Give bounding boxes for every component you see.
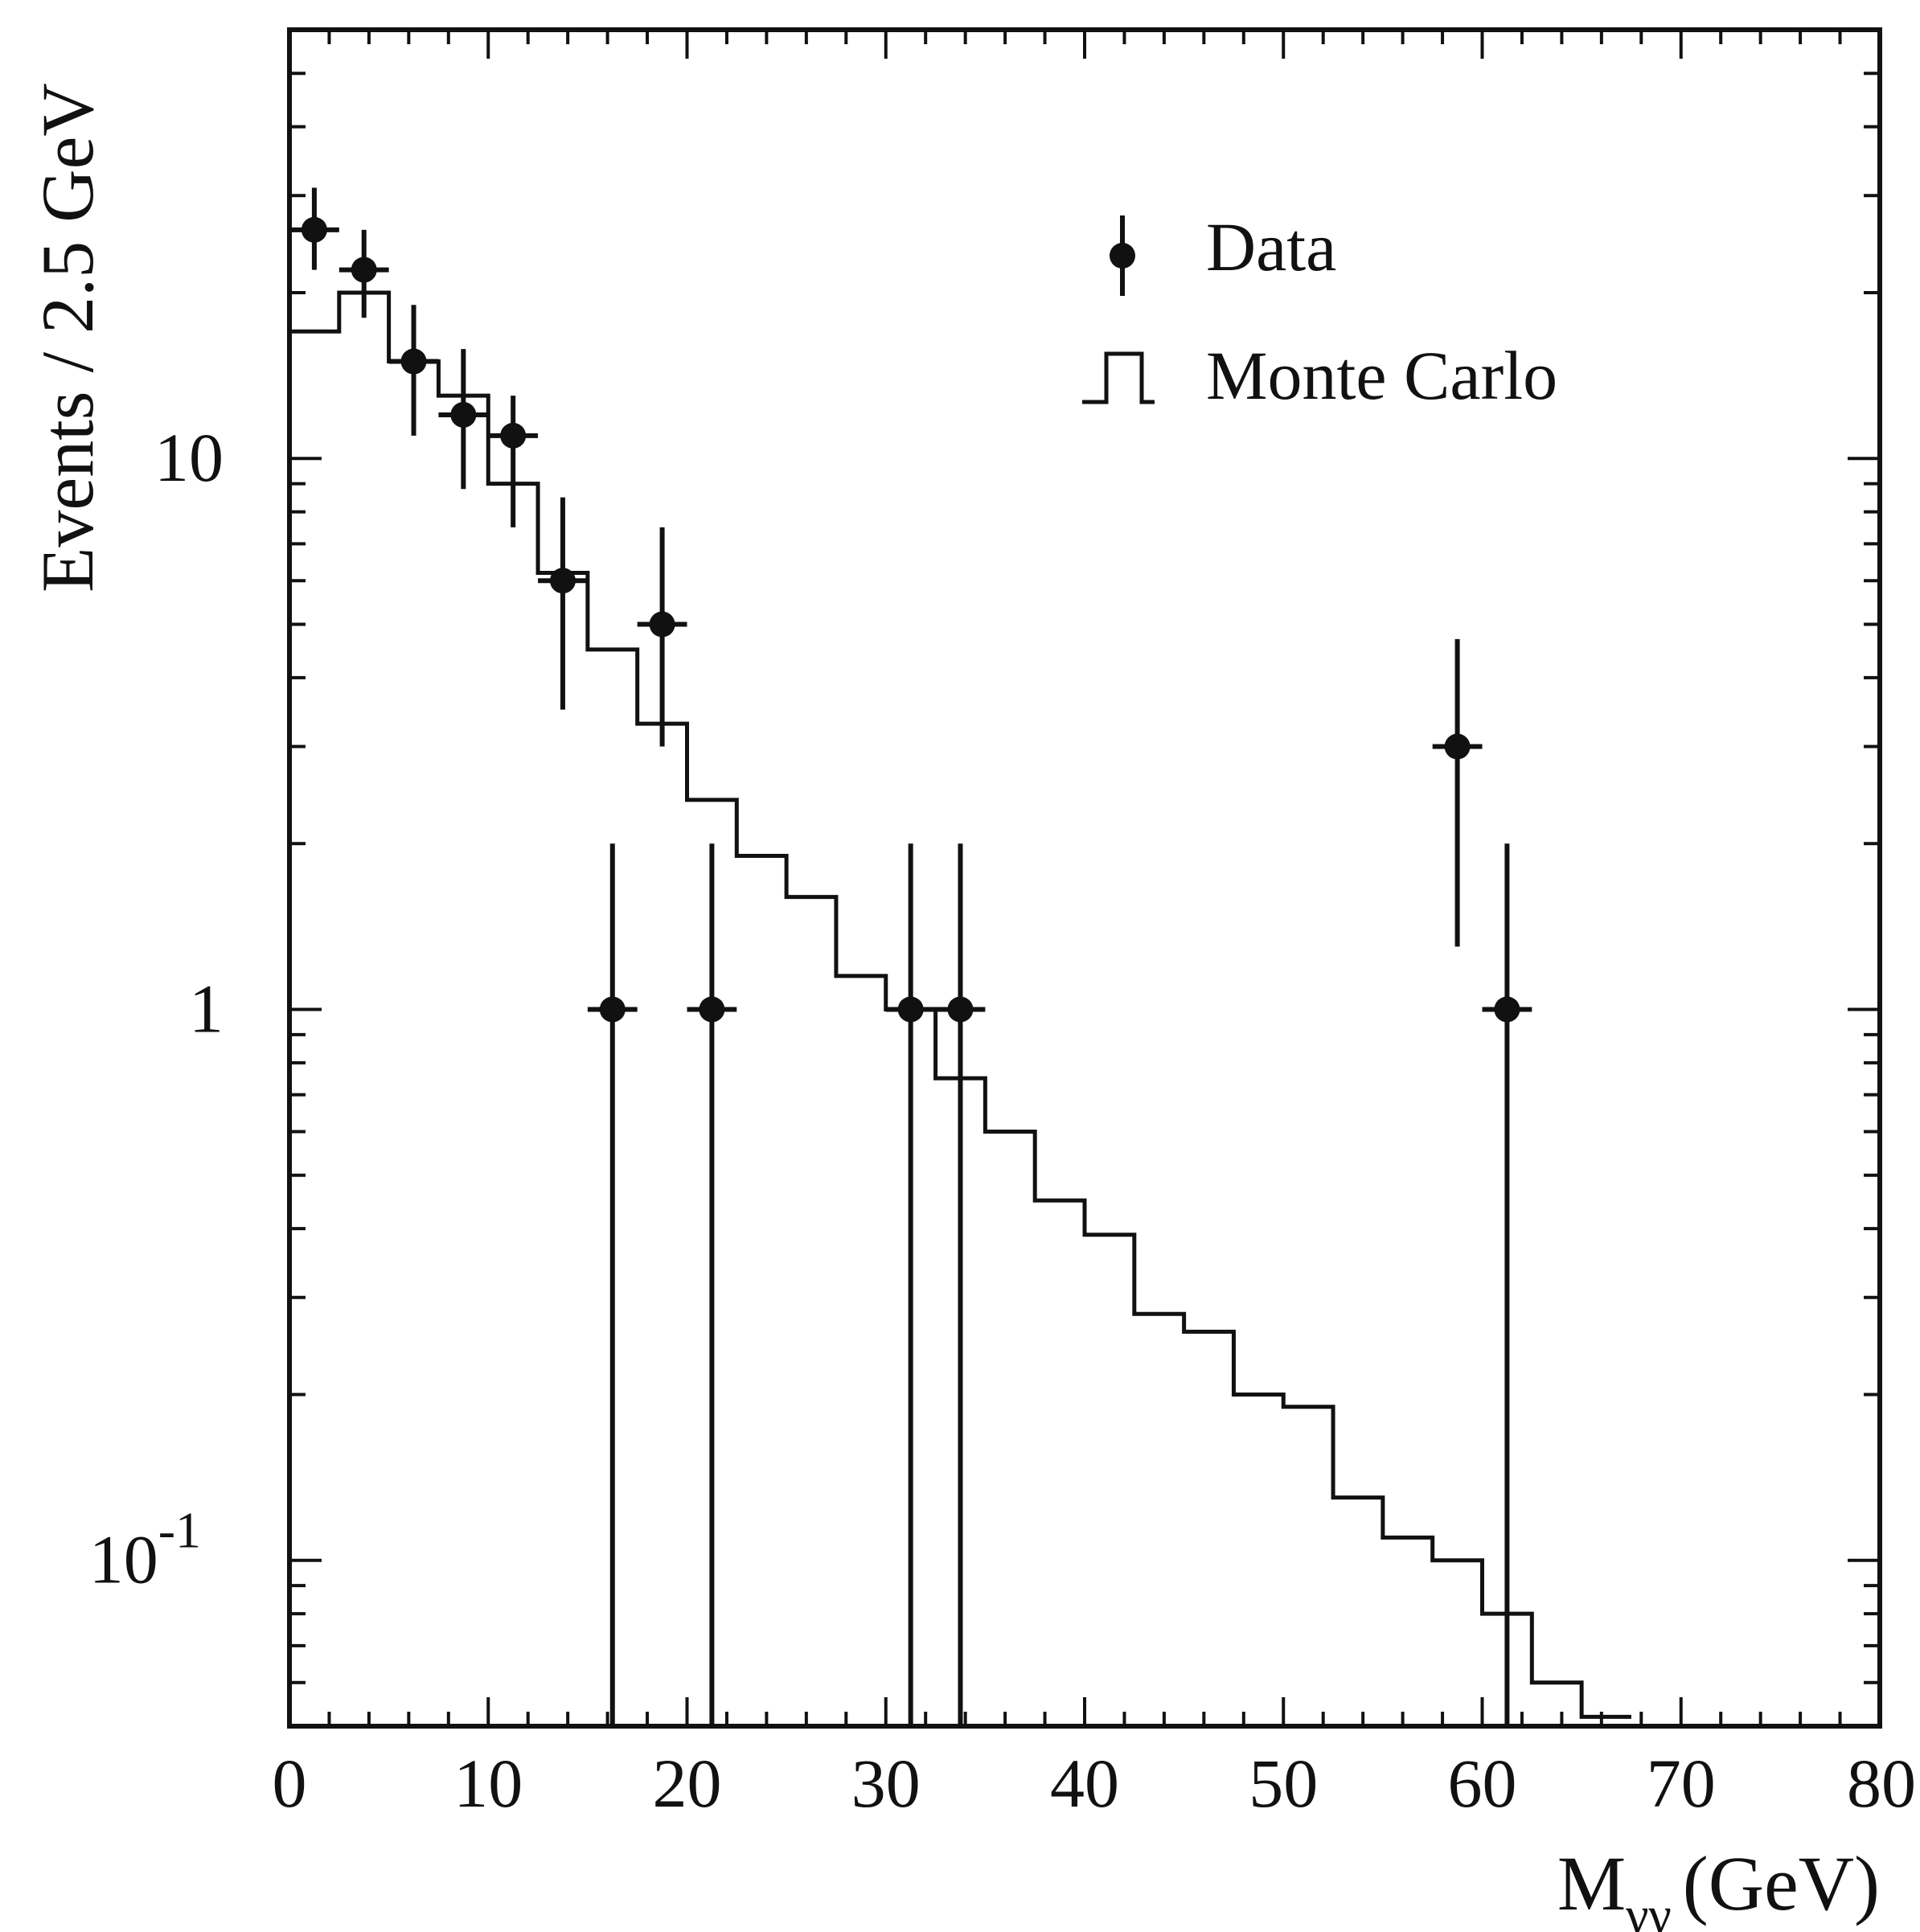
data-point-marker [1494, 996, 1520, 1023]
data-point-marker [897, 996, 924, 1023]
x-tick-label: 10 [453, 1745, 523, 1822]
legend: Data Monte Carlo [1082, 208, 1557, 414]
x-axis-label: Mγγ (GeV) [1557, 1840, 1880, 1932]
x-tick-label: 50 [1249, 1745, 1318, 1822]
data-point-marker [699, 996, 725, 1023]
y-tick-label: 10-1 [89, 1502, 201, 1598]
x-tick-label: 60 [1448, 1745, 1517, 1822]
data-point [637, 527, 687, 747]
legend-data-label: Data [1206, 208, 1336, 285]
data-point [885, 843, 936, 1726]
data-point [388, 305, 439, 436]
data-point [1432, 638, 1483, 947]
plot-frame [287, 27, 1882, 1729]
x-tick-label: 40 [1050, 1745, 1119, 1822]
data-point-marker [301, 216, 327, 243]
legend-data-dot [1110, 243, 1135, 269]
y-tick-label-base: 10 [89, 1521, 158, 1598]
y-tick-label-exponent: -1 [158, 1502, 201, 1559]
data-point-marker [549, 568, 576, 594]
data-point-marker [1444, 733, 1471, 760]
y-axis-label: Events / 2.5 GeV [27, 83, 109, 593]
legend-data-marker [1110, 215, 1135, 296]
y-tick-label: 1 [189, 970, 224, 1047]
data-points [289, 187, 1532, 1726]
x-tick-label: 0 [273, 1745, 307, 1822]
data-point-marker [947, 996, 974, 1023]
x-axis-label-unit: (GeV) [1683, 1840, 1880, 1926]
x-tick-label: 70 [1647, 1745, 1716, 1822]
data-point [587, 843, 638, 1726]
data-point [488, 396, 539, 527]
data-point-marker [649, 611, 675, 638]
y-tick-label-base: 1 [189, 970, 224, 1047]
data-point-marker [400, 348, 427, 375]
x-tick-label: 30 [851, 1745, 921, 1822]
legend-monte-carlo-label: Monte Carlo [1206, 337, 1557, 414]
data-point [687, 843, 737, 1726]
x-tick-labels: 0 10 20 30 40 50 60 70 80 [273, 1745, 1917, 1822]
data-point [538, 497, 588, 710]
data-point-marker [599, 996, 626, 1023]
x-tick-label: 20 [653, 1745, 722, 1822]
y-tick-label: 10 [154, 419, 224, 496]
data-point-marker [500, 422, 527, 449]
data-point [438, 349, 489, 490]
data-point-marker [351, 256, 377, 283]
axis-ticks [288, 28, 1881, 1728]
legend-monte-carlo-marker [1082, 351, 1155, 404]
x-axis-label-main: M [1557, 1840, 1626, 1926]
data-point [338, 229, 389, 318]
data-point [289, 187, 339, 270]
y-tick-label-base: 10 [154, 419, 224, 496]
data-point [935, 843, 986, 1726]
x-axis-label-subscript: γγ [1625, 1886, 1672, 1932]
x-tick-label: 80 [1847, 1745, 1916, 1822]
data-point-marker [450, 401, 477, 428]
data-point [1482, 843, 1532, 1726]
